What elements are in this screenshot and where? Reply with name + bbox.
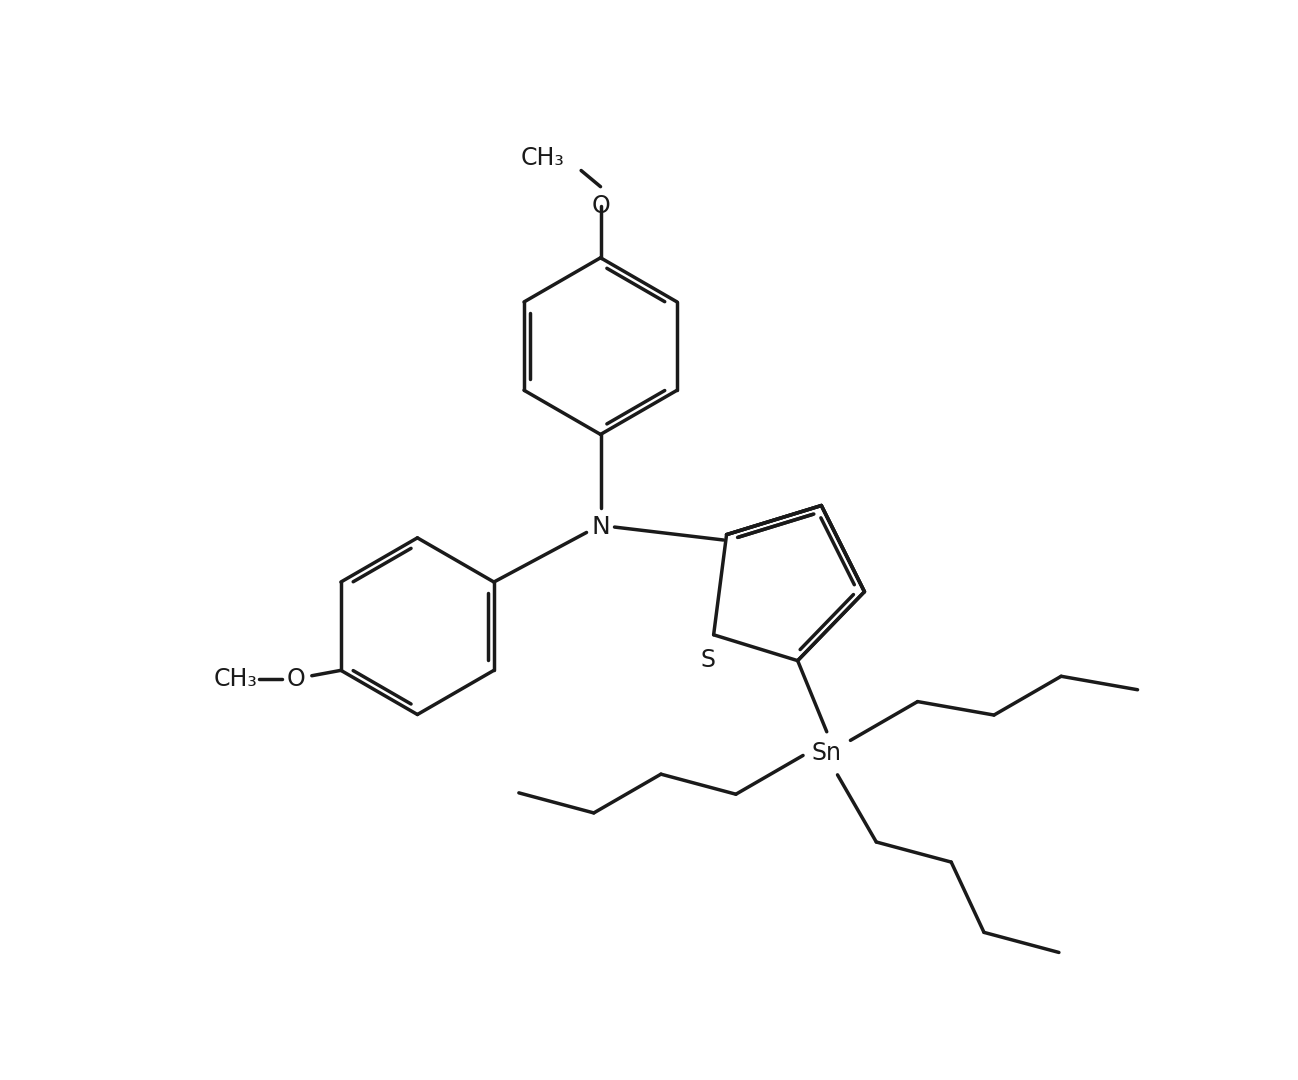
Text: N: N	[591, 515, 610, 539]
Text: CH₃: CH₃	[214, 667, 258, 691]
Text: S: S	[701, 648, 715, 672]
Text: CH₃: CH₃	[520, 146, 565, 170]
Text: Sn: Sn	[811, 741, 841, 766]
Text: O: O	[287, 667, 305, 691]
Text: O: O	[591, 194, 610, 218]
